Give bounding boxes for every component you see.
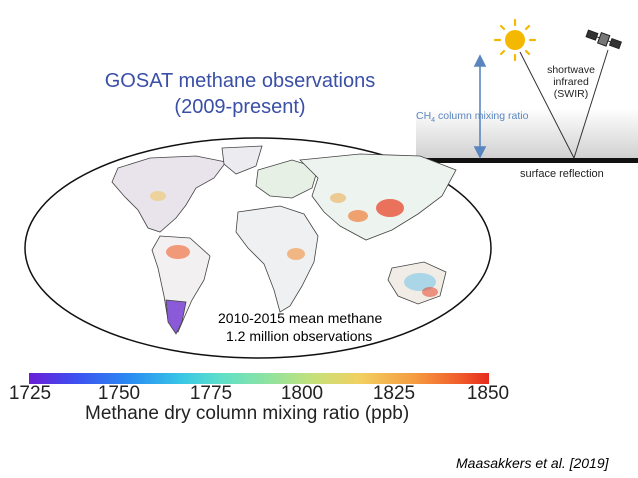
ch4-prefix: CH <box>416 110 432 122</box>
europe <box>255 159 319 199</box>
ch4-suffix: column mixing ratio <box>435 110 529 122</box>
annotation-line-1: 2010-2015 mean methane <box>218 310 383 326</box>
sensor-label: shortwave infrared (SWIR) <box>538 64 604 100</box>
surface-bar <box>416 158 638 163</box>
tick-1850: 1850 <box>466 383 510 404</box>
asia <box>299 153 457 241</box>
sun-icon <box>493 18 537 62</box>
title-line-1: GOSAT methane observations <box>104 70 376 92</box>
south-america-tip <box>165 299 187 335</box>
citation: Maasakkers et al. [2019] <box>456 455 609 471</box>
colorbar-label: Methane dry column mixing ratio (ppb) <box>85 403 410 424</box>
column-arrow <box>473 54 487 159</box>
sensor-line-2: infrared <box>553 76 589 88</box>
sensor-line-1: shortwave <box>547 64 595 76</box>
greenland <box>221 145 263 175</box>
surface-label: surface reflection <box>520 168 604 180</box>
tick-1775: 1775 <box>189 383 233 404</box>
ch4-label: CH4 column mixing ratio <box>416 110 528 127</box>
title-line-2: (2009-present) <box>174 96 306 118</box>
figure-title: GOSAT methane observations (2009-present… <box>90 68 390 120</box>
tick-1725: 1725 <box>8 383 52 404</box>
sensor-line-3: (SWIR) <box>553 88 589 100</box>
colorbar <box>29 373 489 384</box>
satellite-icon <box>585 29 622 50</box>
inset-sky-panel <box>416 108 638 160</box>
annotation-line-2: 1.2 million observations <box>226 328 373 344</box>
tick-1800: 1800 <box>280 383 324 404</box>
ch4-subscript: 4 <box>431 117 436 125</box>
tick-1825: 1825 <box>372 383 416 404</box>
methane-hotspots <box>150 191 438 297</box>
africa <box>235 205 319 313</box>
tick-1750: 1750 <box>97 383 141 404</box>
light-path <box>519 49 609 159</box>
north-america <box>111 155 227 233</box>
